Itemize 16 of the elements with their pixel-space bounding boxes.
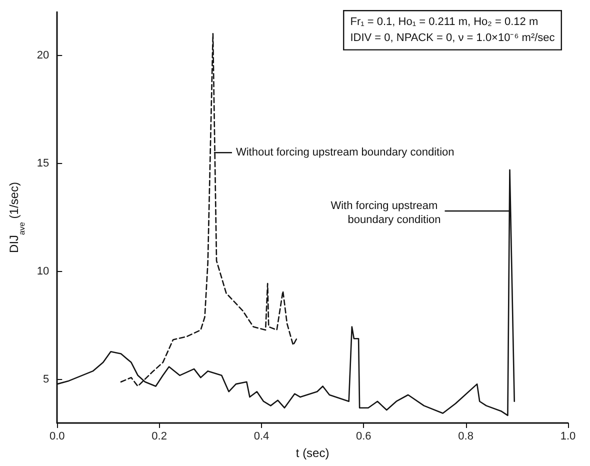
- x-tick-label: 0.0: [49, 430, 65, 442]
- y-tick-label: 10: [36, 266, 50, 278]
- x-tick-label: 1.0: [560, 430, 576, 442]
- annotation: Fr₁ = 0.1, Ho₁ = 0.211 m, Ho₂ = 0.12 m: [350, 16, 538, 28]
- y-tick-label: 15: [36, 157, 50, 170]
- x-tick-label: 0.6: [356, 430, 372, 442]
- x-tick-label: 0.4: [254, 430, 270, 442]
- x-tick-label: 0.8: [458, 430, 474, 442]
- annotation: IDIV = 0, NPACK = 0, ν = 1.0×10⁻⁶ m²/sec: [350, 32, 556, 44]
- y-tick-label: 5: [43, 374, 50, 386]
- x-axis-title: t (sec): [296, 446, 330, 460]
- y-tick-label: 20: [36, 49, 50, 62]
- y-axis-title: DIJave (1/sec): [7, 182, 26, 253]
- annotation: With forcing upstream boundary condition: [330, 200, 441, 226]
- annotation: Without forcing upstream boundary condition: [236, 146, 454, 159]
- x-tick-label: 0.2: [152, 430, 167, 442]
